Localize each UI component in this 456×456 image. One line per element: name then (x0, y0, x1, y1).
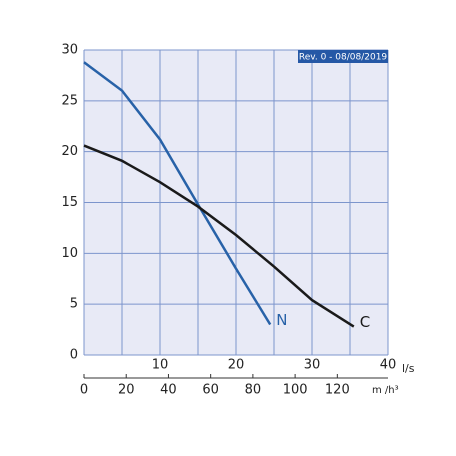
annotation-box (298, 50, 388, 63)
x2-tick-label: 40 (160, 383, 177, 398)
x2-tick-label: 80 (245, 383, 262, 398)
y-tick-label: 10 (61, 246, 78, 261)
x-tick-label: 40 (380, 358, 397, 373)
curve (83, 144, 355, 328)
y-tick-label: 5 (70, 297, 78, 312)
y-tick-label: 25 (61, 93, 78, 108)
x-axis-label: l/s (402, 362, 415, 375)
x2-axis-label: m /h³ (372, 385, 399, 396)
y-tick-label: 30 (61, 43, 78, 58)
curve (83, 61, 272, 326)
x2-tick-label: 100 (283, 383, 308, 398)
series-label: N (276, 311, 287, 329)
y-tick-label: 15 (61, 195, 78, 210)
series-label: C (360, 313, 370, 331)
x2-tick-label: 0 (80, 383, 88, 398)
x2-tick-label: 60 (202, 383, 219, 398)
y-tick-label: 0 (70, 348, 78, 363)
x-tick-label: 10 (152, 358, 169, 373)
y-tick-label: 20 (61, 144, 78, 159)
x2-tick-label: 120 (325, 383, 350, 398)
x-tick-label: 20 (228, 358, 245, 373)
x-tick-label: 30 (304, 358, 321, 373)
x2-tick-label: 20 (118, 383, 135, 398)
annotation: Rev. 0 - 08/08/2019 (299, 53, 388, 63)
